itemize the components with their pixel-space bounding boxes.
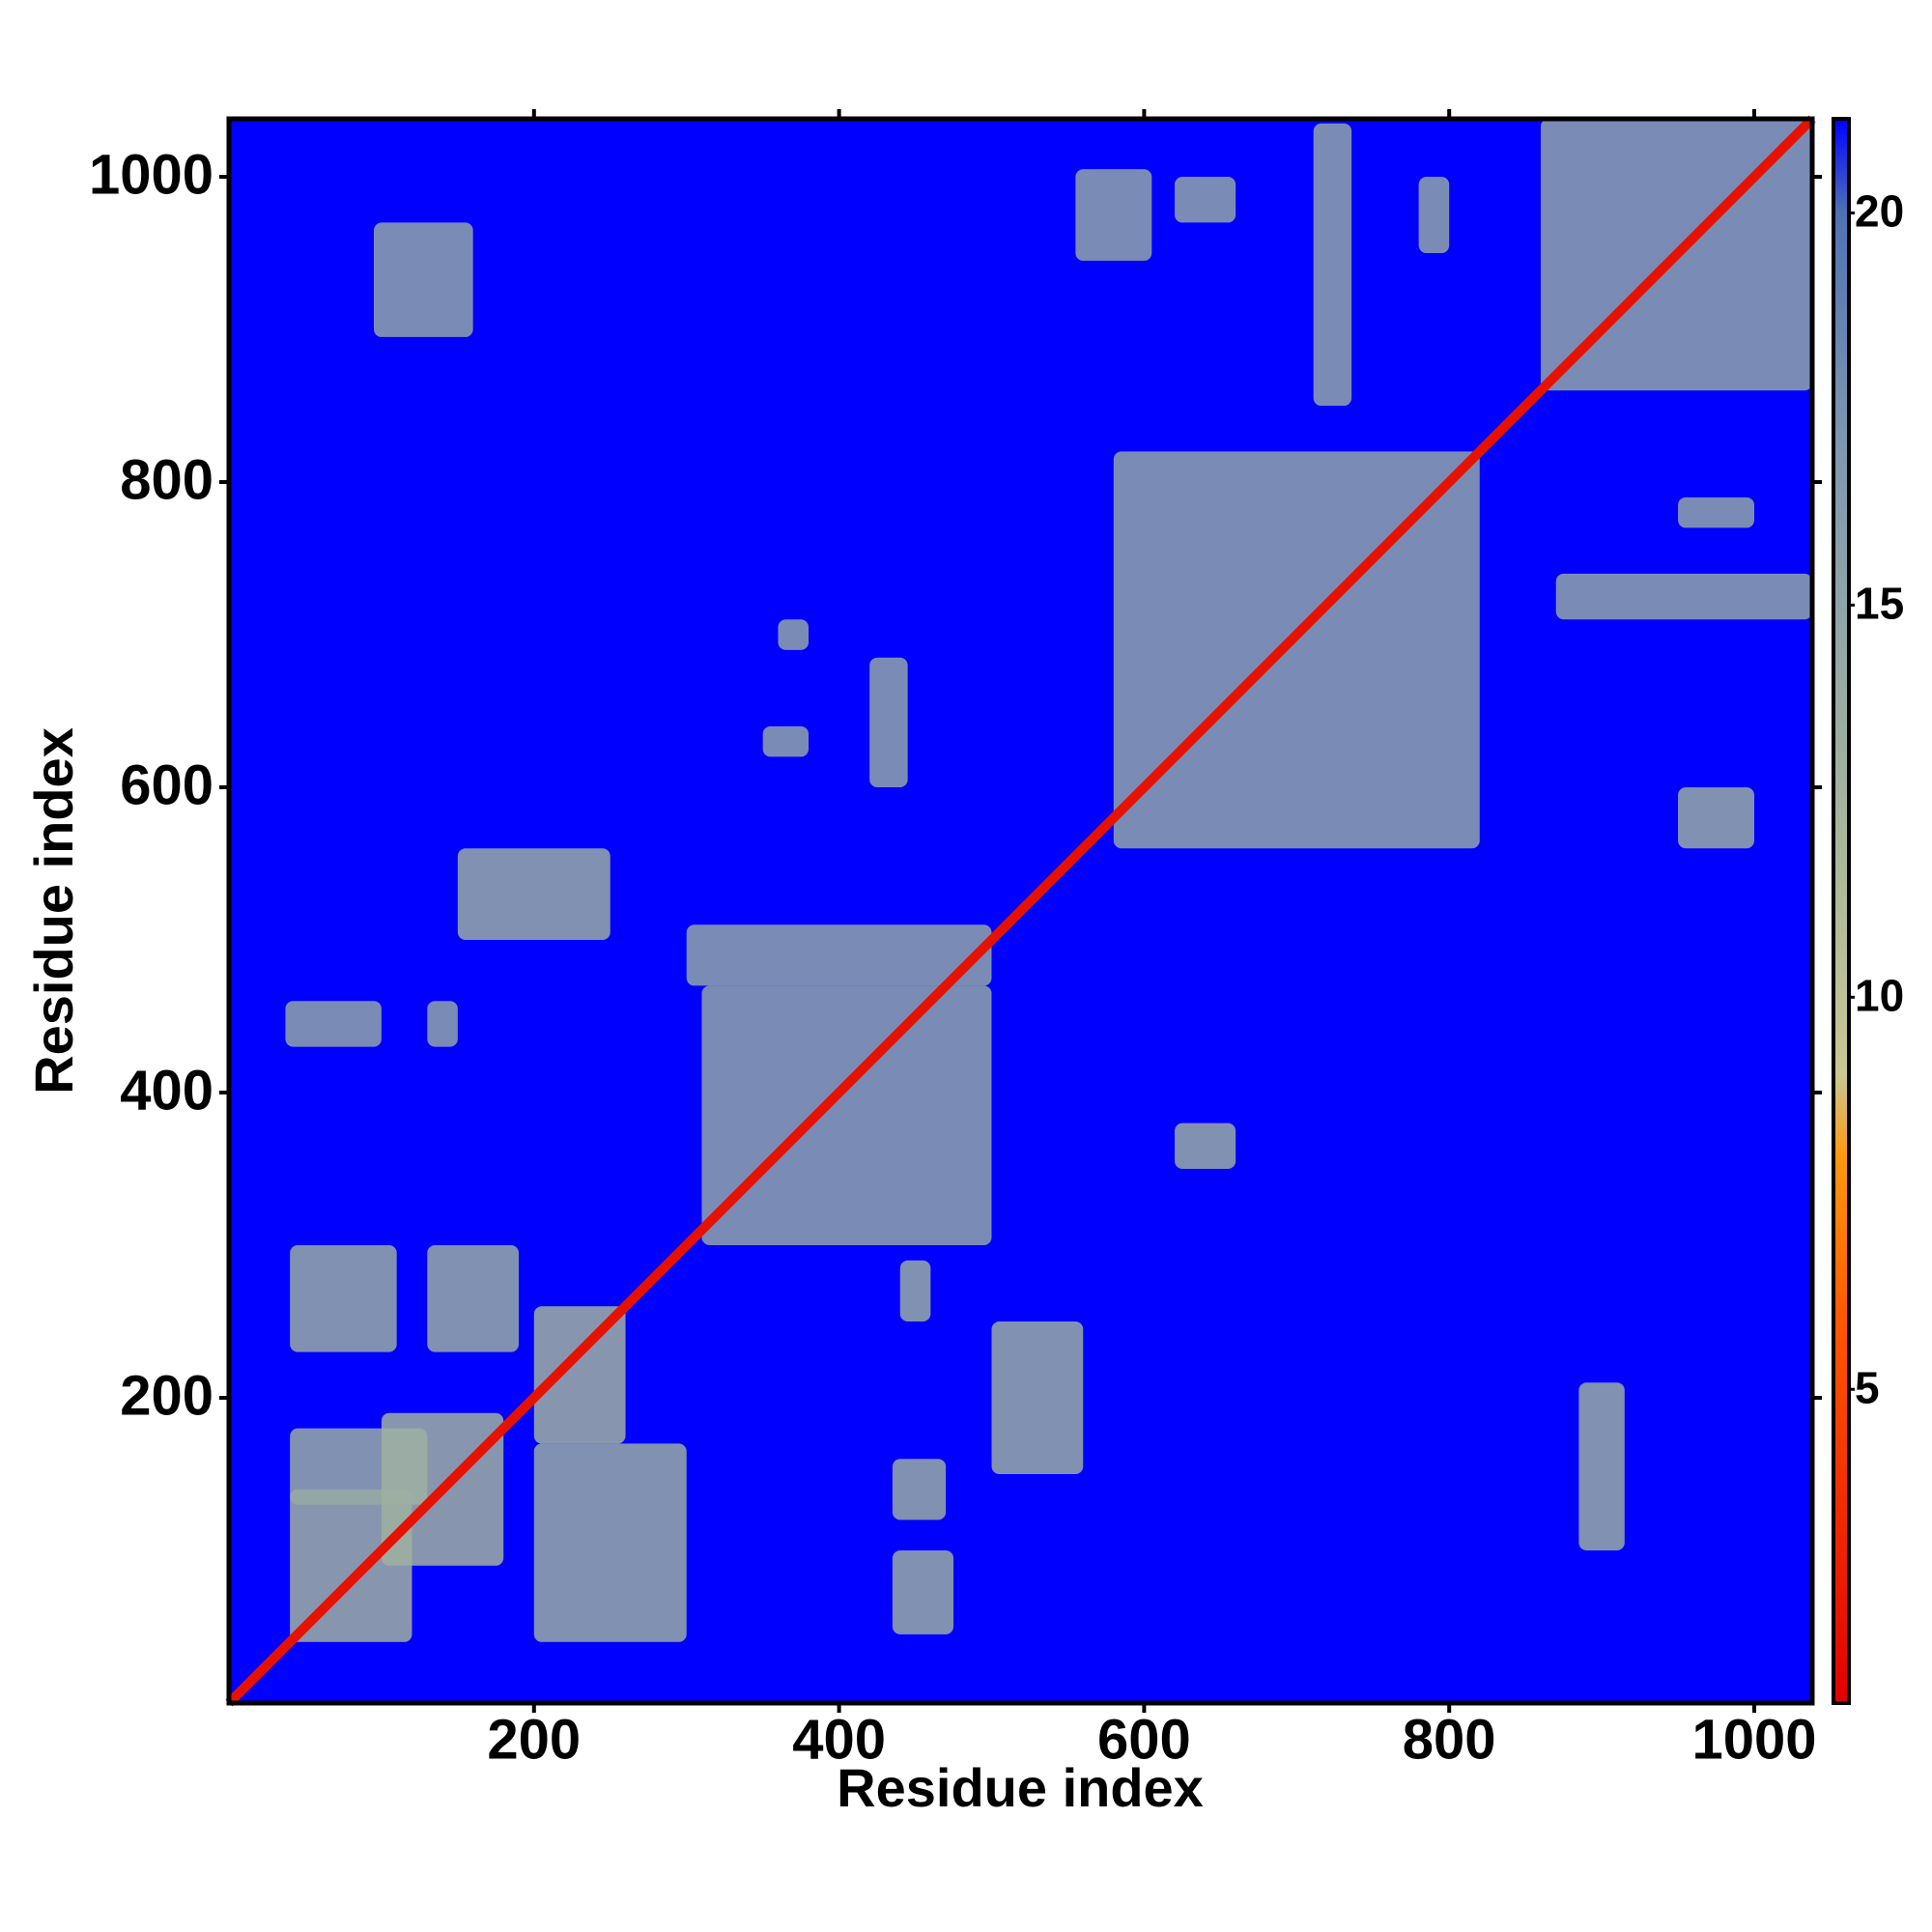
contact-patch	[701, 985, 992, 1246]
contact-patch	[1174, 1122, 1236, 1170]
y-tick-label: 600	[120, 753, 213, 816]
colorbar-tick-label: 15	[1855, 579, 1904, 629]
y-axis-title: Residue index	[23, 727, 84, 1094]
plot-frame	[226, 116, 1815, 1706]
colorbar	[1832, 117, 1851, 1705]
contact-patch	[457, 848, 611, 941]
contact-patch	[533, 1443, 687, 1642]
x-tick-label: 400	[792, 1708, 886, 1771]
x-tick-label: 800	[1403, 1708, 1496, 1771]
contact-patch	[427, 1245, 520, 1352]
contact-patch	[778, 619, 810, 650]
contact-patch	[1075, 169, 1152, 261]
colorbar-tick-label: 10	[1855, 970, 1904, 1020]
contact-patch	[899, 1260, 931, 1322]
y-tick-label: 1000	[89, 143, 213, 206]
x-tick-label: 1000	[1691, 1708, 1816, 1771]
x-tick-label: 200	[487, 1708, 581, 1771]
contact-patch	[1555, 573, 1812, 620]
contact-patch	[1678, 787, 1754, 849]
contact-patch	[374, 222, 473, 337]
colorbar-tick-label: 20	[1855, 186, 1904, 237]
contact-patch	[1174, 177, 1236, 223]
y-tick-label: 800	[120, 448, 213, 511]
contact-patch	[869, 657, 908, 788]
contact-patch	[1678, 497, 1754, 528]
y-tick-label: 400	[120, 1059, 213, 1122]
contact-patch	[427, 1001, 458, 1047]
contact-patch	[290, 1245, 397, 1352]
contact-patch	[1578, 1382, 1625, 1551]
diagonal	[225, 115, 1816, 1707]
contact-patch	[533, 1306, 626, 1444]
colorbar-tick-label: 5	[1855, 1362, 1880, 1412]
contact-patch	[686, 924, 992, 986]
contact-patch	[892, 1459, 947, 1520]
contact-patch	[1113, 451, 1480, 849]
contact-patch	[892, 1550, 954, 1634]
x-axis-title: Residue index	[837, 1757, 1204, 1818]
contact-patch	[762, 725, 810, 757]
contact-patch	[1313, 123, 1352, 407]
y-tick-label: 200	[120, 1364, 213, 1427]
x-tick-label: 600	[1097, 1708, 1191, 1771]
contact-patch	[991, 1321, 1084, 1475]
contact-patch	[285, 1001, 382, 1047]
contact-patch	[1418, 177, 1450, 254]
